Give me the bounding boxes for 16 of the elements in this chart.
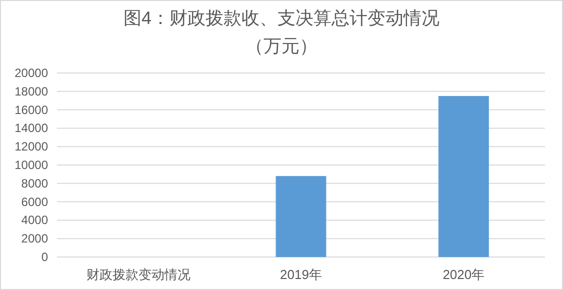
x-tick-label: 2019年 [280,267,322,282]
y-tick-label: 4000 [21,213,48,228]
y-tick-label: 16000 [14,102,48,117]
chart-subtitle: （万元） [246,36,318,56]
y-tick-label: 20000 [14,66,48,80]
y-tick-label: 10000 [14,158,48,172]
x-tick-label: 2020年 [442,267,485,282]
x-tick-label: 财政拨款变动情况 [86,267,190,282]
y-tick-label: 6000 [21,194,48,209]
y-tick-label: 2000 [21,232,48,246]
y-tick-label: 18000 [14,84,48,98]
y-tick-label: 12000 [14,140,48,154]
chart-title: 图4：财政拨款收、支决算总计变动情况 [123,8,440,28]
y-tick-label: 8000 [21,176,48,190]
y-tick-label: 14000 [14,121,48,136]
y-tick-label: 0 [41,250,48,264]
